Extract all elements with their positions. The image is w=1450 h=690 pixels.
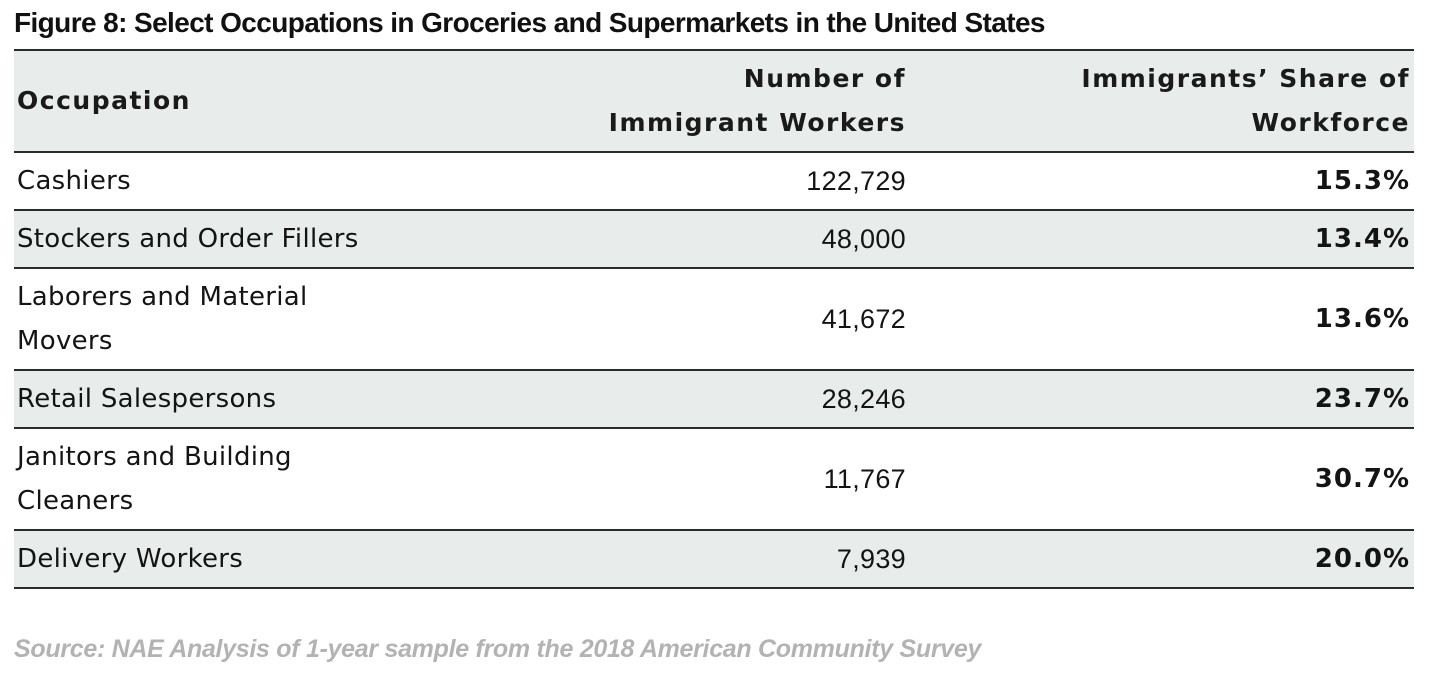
share-cell: 13.6% [1314,304,1410,334]
occupation-cell: Retail Salespersons [17,384,277,414]
occupation-cell: Cashiers [17,166,131,196]
table-row: Retail Salespersons 28,246 23.7% [14,370,1414,428]
column-header-workers: Number of Immigrant Workers [608,64,906,137]
occupations-table: Occupation Number of Immigrant Workers I… [14,49,1414,589]
share-cell: 23.7% [1314,384,1410,414]
table-row: Janitors and Building Cleaners 11,767 30… [14,428,1414,530]
column-header-occupation: Occupation [17,86,191,115]
occupation-cell: Stockers and Order Fillers [17,224,359,254]
occupation-cell: Laborers and Material Movers [17,282,308,356]
table-row: Laborers and Material Movers 41,672 13.6… [14,268,1414,370]
workers-cell: 48,000 [821,224,906,254]
table-row: Cashiers 122,729 15.3% [14,152,1414,210]
table-row: Delivery Workers 7,939 20.0% [14,530,1414,588]
workers-cell: 41,672 [821,304,906,334]
workers-cell: 122,729 [806,166,906,196]
table-row: Stockers and Order Fillers 48,000 13.4% [14,210,1414,268]
table-header: Occupation Number of Immigrant Workers I… [14,50,1414,152]
share-cell: 20.0% [1314,544,1410,574]
share-cell: 15.3% [1314,166,1410,196]
share-cell: 30.7% [1314,464,1410,494]
occupation-cell: Janitors and Building Cleaners [17,442,292,516]
column-header-share: Immigrants’ Share of Workforce [1081,64,1410,137]
figure-title: Figure 8: Select Occupations in Grocerie… [14,7,1046,38]
table-body: Cashiers 122,729 15.3% Stockers and Orde… [14,152,1414,588]
source-note: Source: NAE Analysis of 1-year sample fr… [14,635,982,663]
workers-cell: 28,246 [821,384,906,414]
occupation-cell: Delivery Workers [17,544,244,574]
share-cell: 13.4% [1314,224,1410,254]
workers-cell: 7,939 [836,544,906,574]
workers-cell: 11,767 [823,464,906,494]
header-row: Occupation Number of Immigrant Workers I… [14,50,1414,152]
